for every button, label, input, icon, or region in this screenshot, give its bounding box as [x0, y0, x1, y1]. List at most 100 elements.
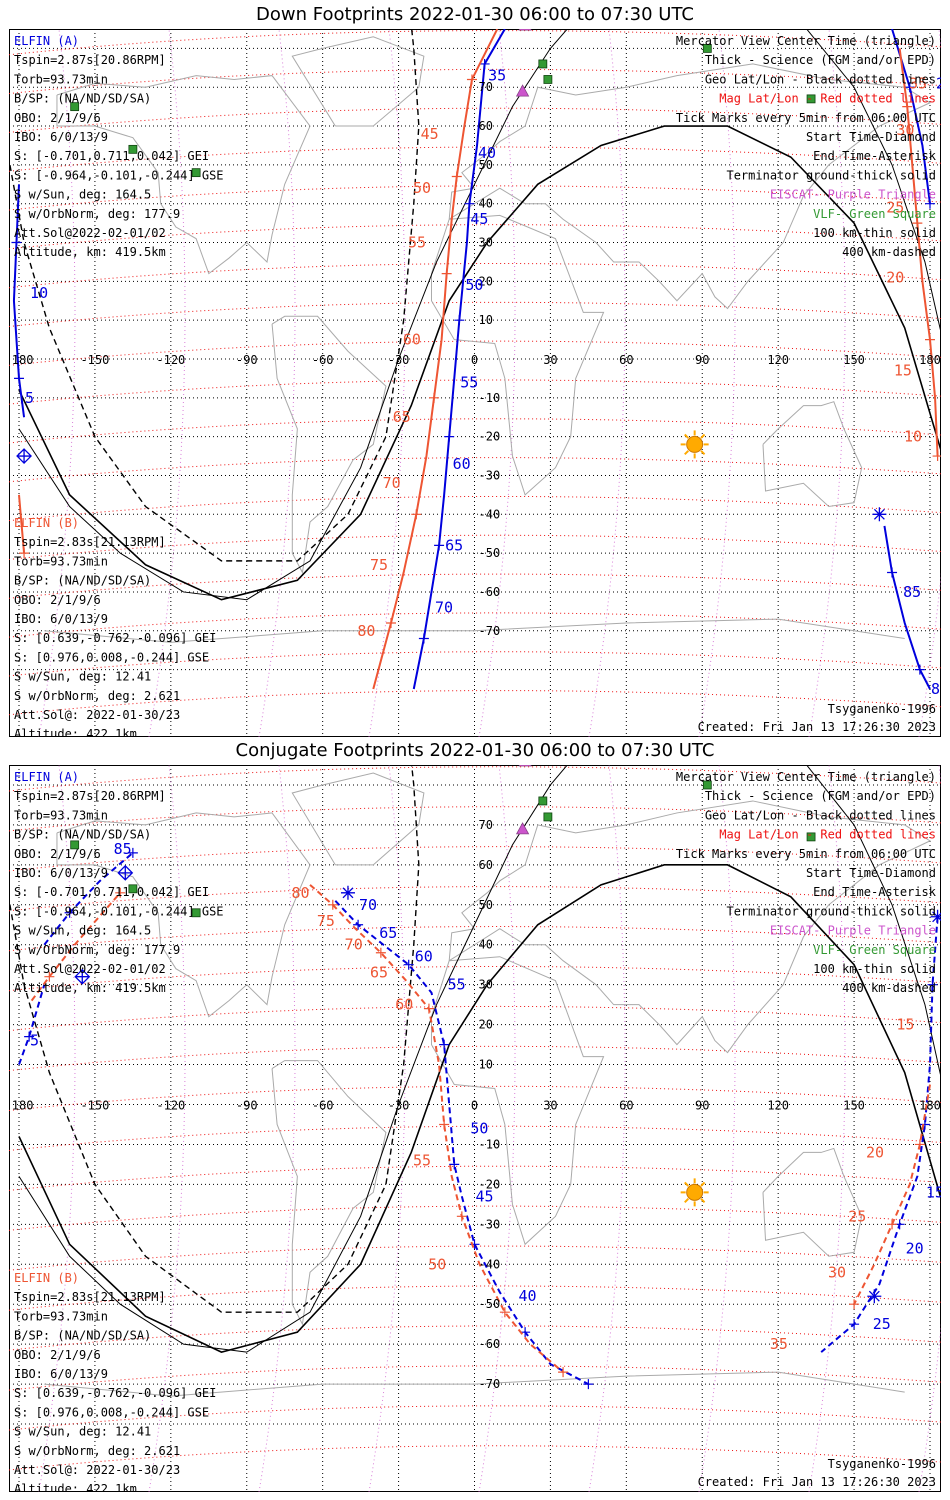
elfin-b-tick-label: 75 — [370, 556, 388, 574]
mag-grid — [9, 29, 941, 737]
mag-lat-curve — [9, 495, 941, 522]
elfin-a-track — [18, 984, 46, 1065]
track-tick-mark — [887, 567, 898, 578]
lat-tick-label: -10 — [479, 391, 501, 405]
mag-lat-curve — [9, 1325, 941, 1351]
mag-lat-curve — [9, 965, 941, 992]
elfin-a-tick-label: 40 — [518, 1287, 536, 1305]
mag-lat-curve — [9, 1285, 941, 1311]
elfin-b-track — [853, 1084, 931, 1305]
elfin-b-tick-label: 80 — [357, 622, 375, 640]
elfin-b-tick-label: 30 — [896, 121, 914, 139]
mag-lon-curve — [478, 765, 516, 1492]
mag-lat-curve — [9, 185, 941, 211]
lon-tick-label: -150 — [80, 353, 109, 367]
coastline — [448, 800, 932, 1054]
legend-entry: Thick - Science (FGM and/or EPD) — [705, 789, 936, 803]
coastline — [56, 812, 311, 1018]
eiscat-triangle-icon — [518, 765, 532, 767]
lat-tick-label: -70 — [479, 1377, 501, 1391]
coastline — [448, 63, 932, 310]
legend-entry: End Time-Asterisk — [813, 149, 937, 163]
mag-lat-curve — [9, 1245, 941, 1271]
track-tick-mark — [434, 540, 445, 551]
elfin-b-info-line: Tspin=2.83s[21.13RPM] — [14, 535, 166, 549]
model-label: Tsyganenko-1996 — [828, 1457, 936, 1471]
mag-lon-curve — [698, 765, 736, 1492]
lat-tick-label: -20 — [479, 1177, 501, 1191]
lat-tick-label: 10 — [479, 1058, 493, 1072]
track-tick-mark — [927, 979, 938, 990]
mag-lat-curve — [9, 301, 941, 328]
elfin-b-tick-label: 60 — [403, 331, 421, 349]
down-footprints-map: -180 -150 -120 -90 -60 -30 0 30 60 90 120 150 180 70 6… — [9, 29, 941, 737]
eiscat-triangle-icon — [518, 29, 532, 31]
sun-ray — [684, 1181, 690, 1187]
elfin-a-tick-label: 65 — [445, 536, 463, 554]
mag-lat-curve — [9, 263, 941, 289]
elfin-b-tick-label: 70 — [345, 936, 363, 954]
elfin-b-header: ELFIN (B) — [14, 1271, 79, 1285]
lat-tick-label: 10 — [479, 313, 493, 327]
sun-icon — [680, 430, 709, 459]
elfin-b-track — [372, 29, 499, 690]
mag-lon-curve — [368, 765, 406, 1492]
elfin-a-track — [412, 29, 506, 690]
elfin-b-tick-label: 35 — [770, 1335, 788, 1353]
vlf-square-icon — [702, 44, 712, 53]
track-tick-mark — [327, 899, 338, 910]
vlf-square-icon — [128, 144, 138, 154]
lon-tick-label: -120 — [156, 353, 185, 367]
elfin-b-info-line: Att.Sol@: 2022-01-30/23 — [14, 708, 180, 722]
elfin-a-tick-label: 10 — [30, 284, 48, 302]
track-tick-mark — [423, 1003, 434, 1014]
lon-tick-label: 0 — [471, 353, 478, 367]
end-asterisk-icon — [867, 1289, 882, 1304]
eiscat-triangle-icon — [515, 822, 530, 835]
track-tick-mark — [499, 1307, 510, 1318]
lon-tick-label: 30 — [543, 1099, 557, 1113]
elfin-b-tick-label: 55 — [408, 234, 426, 252]
lat-tick-label: -40 — [479, 507, 501, 521]
vlf-square-icon — [702, 780, 712, 790]
legend-entry: Terminator ground-thick solid — [726, 904, 936, 918]
mag-lon-curve — [148, 765, 186, 1492]
elfin-b-tick-label: 50 — [428, 1255, 446, 1273]
elfin-a-tick-label: 60 — [453, 455, 471, 473]
elfin-b-header: ELFIN (B) — [14, 516, 79, 530]
elfin-b-tick-label: 65 — [370, 964, 388, 982]
lat-tick-label: 50 — [479, 898, 493, 912]
coastline — [56, 75, 311, 275]
lon-tick-label: -180 — [9, 1099, 33, 1113]
sun-disk — [686, 1183, 704, 1201]
start-diamond-icon — [74, 968, 91, 985]
eiscat-triangle-icon — [515, 84, 530, 97]
vlf-square-icon — [128, 884, 138, 894]
elfin-a-tick-label: 60 — [415, 948, 433, 966]
elfin-a-info-line: S: [-0.964,-0.101,-0.244] GSE — [14, 168, 224, 182]
mag-lat-curve — [9, 146, 941, 172]
elfin-b-info-line: S: [0.639,-0.762,-0.096] GEI — [14, 631, 216, 645]
panel-frame — [9, 765, 941, 1492]
elfin-a-tick-label: 80 — [931, 680, 941, 698]
track-tick-mark — [912, 218, 923, 229]
track-tick-mark — [925, 334, 935, 345]
lat-tick-label: 20 — [479, 1018, 493, 1032]
track-tick-mark — [454, 315, 465, 326]
track-tick-mark — [411, 509, 422, 520]
legend-entry: Tick Marks every 5min from 06:00 UTC — [676, 847, 936, 861]
lon-tick-label: -60 — [312, 353, 334, 367]
elfin-b-info-line: Torb=93.73min — [14, 554, 108, 568]
elfin-b-tick-label: 35 — [909, 74, 927, 92]
lat-tick-label: 30 — [479, 236, 493, 250]
elfin-a-info-line: S: [-0.701,0.711,0.042] GEI — [14, 885, 209, 899]
end-asterisk-icon — [340, 885, 355, 900]
track-tick-mark — [11, 237, 22, 248]
mag-lat-curve — [9, 68, 941, 95]
lat-tick-label: -10 — [479, 1137, 501, 1151]
elfin-b-info-line: Tspin=2.83s[21.13RPM] — [14, 1290, 166, 1304]
lat-tick-label: -50 — [479, 1297, 501, 1311]
coastline — [271, 1060, 387, 1326]
legend-entry: Terminator ground-thick solid — [726, 168, 936, 182]
elfin-b-track — [898, 48, 939, 457]
